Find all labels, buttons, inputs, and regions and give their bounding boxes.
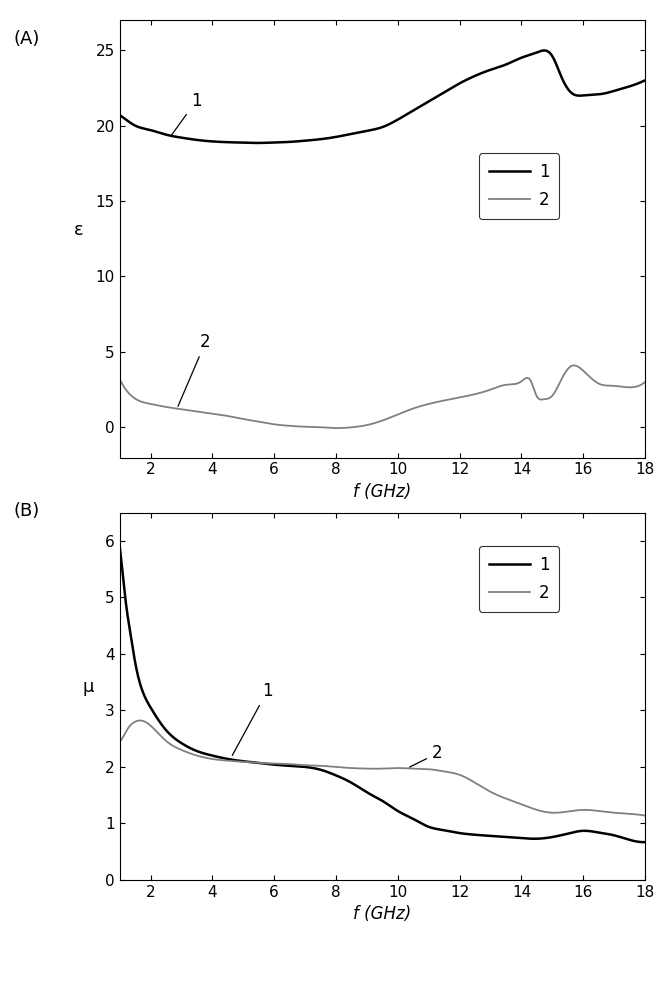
Text: 2: 2	[410, 744, 442, 767]
X-axis label: f (GHz): f (GHz)	[353, 905, 412, 923]
Y-axis label: μ: μ	[82, 678, 94, 696]
Text: 2: 2	[178, 333, 211, 406]
Text: 1: 1	[171, 92, 201, 136]
Text: 1: 1	[232, 682, 273, 755]
Text: (B): (B)	[13, 502, 39, 520]
Y-axis label: ε: ε	[74, 221, 84, 239]
Text: (A): (A)	[13, 30, 40, 48]
Legend: 1, 2: 1, 2	[479, 153, 559, 219]
X-axis label: f (GHz): f (GHz)	[353, 483, 412, 501]
Legend: 1, 2: 1, 2	[479, 546, 559, 612]
